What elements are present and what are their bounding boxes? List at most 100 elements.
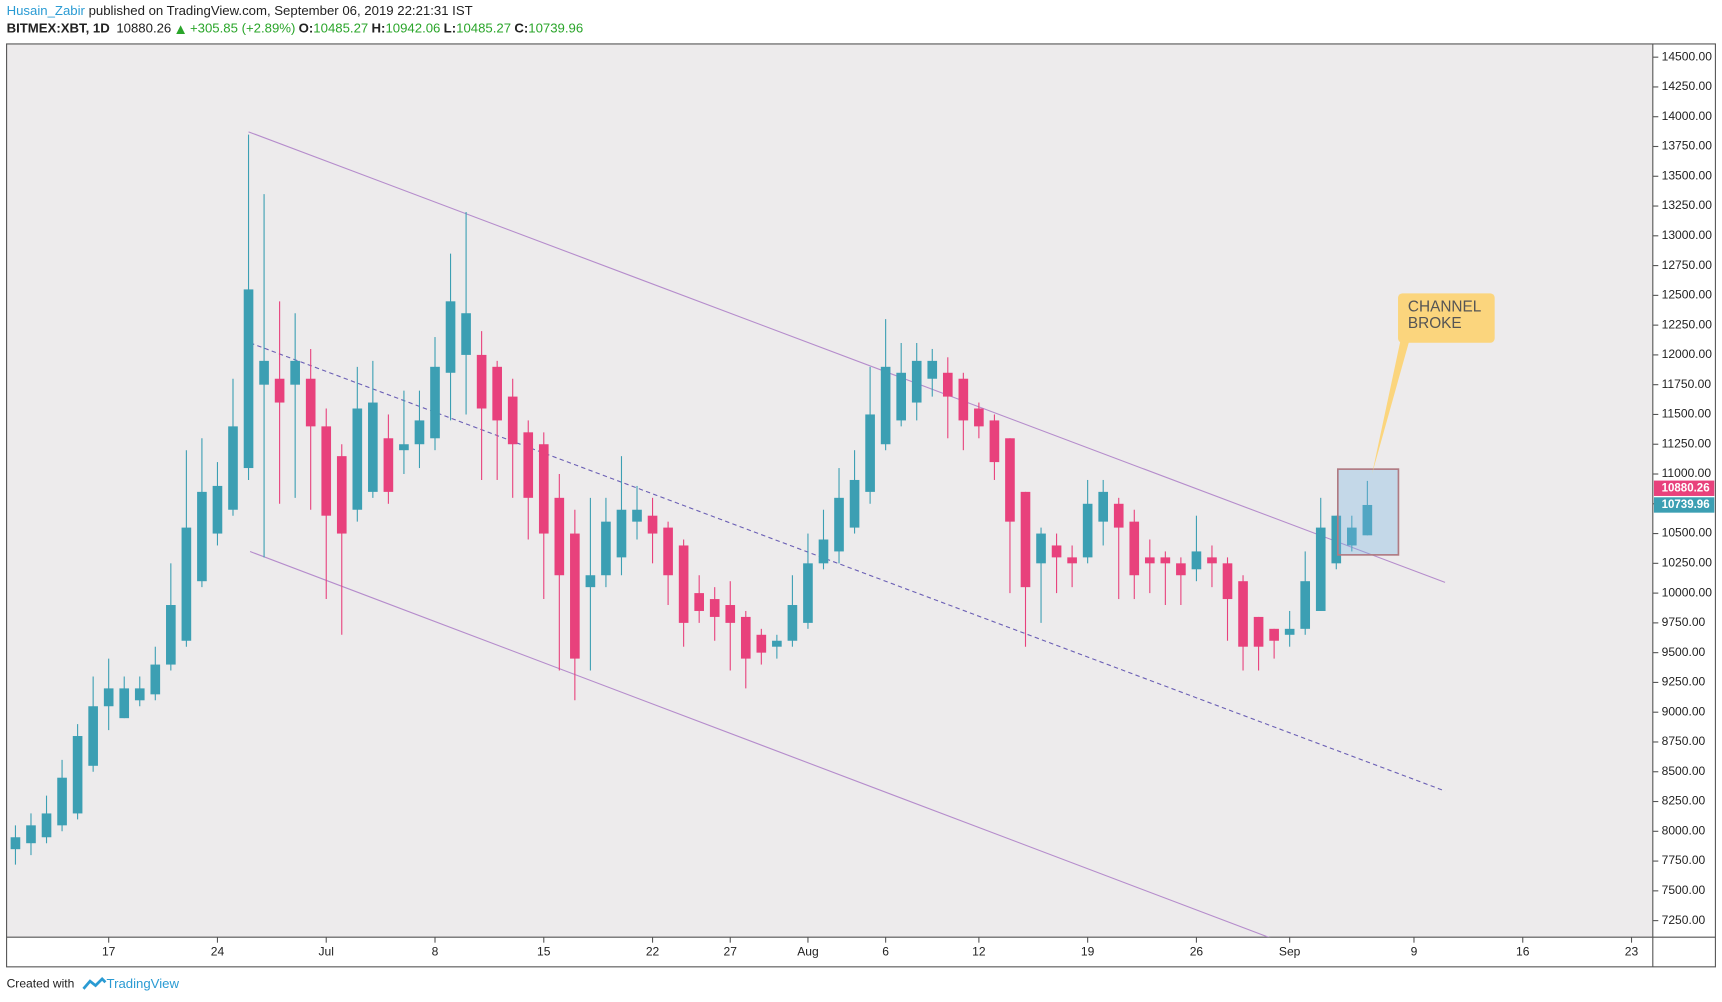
candle-body	[942, 372, 953, 397]
y-tick-label: 10000.00	[1662, 585, 1713, 599]
candle-body	[958, 378, 969, 421]
price: 10880.26	[116, 21, 171, 36]
y-tick-label: 14500.00	[1662, 49, 1713, 63]
candle-body	[1362, 504, 1373, 536]
candle-body	[1253, 616, 1264, 647]
author[interactable]: Husain_Zabir	[7, 4, 86, 19]
x-tick-label: 24	[211, 945, 225, 959]
candle-body	[181, 527, 192, 641]
candle-body	[1067, 557, 1077, 564]
x-tick-label: 27	[724, 945, 738, 959]
y-tick-label: 12250.00	[1662, 317, 1713, 331]
x-tick-label: 22	[646, 945, 660, 959]
highlight-box	[1337, 468, 1400, 556]
ohlc-label: C:	[514, 21, 528, 36]
candle-body	[1082, 503, 1093, 558]
ohlc-value: 10739.96	[528, 21, 583, 36]
callout-text: CHANNEL	[1408, 299, 1482, 316]
x-tick-label: Sep	[1279, 945, 1301, 959]
candle-body	[274, 378, 285, 403]
published: published on TradingView.com, September …	[85, 4, 473, 19]
candle-body	[1347, 527, 1357, 546]
y-tick-label: 8000.00	[1662, 823, 1706, 837]
candle-body	[632, 509, 642, 522]
x-tick-label: 15	[537, 945, 551, 959]
y-tick-label: 7250.00	[1662, 913, 1706, 927]
candle-body	[476, 354, 487, 409]
price-tag-label: 10739.96	[1662, 499, 1710, 511]
candle-body	[1238, 581, 1248, 647]
ohlc-value: 10942.06	[385, 21, 440, 36]
candle-body	[1051, 545, 1062, 558]
candle-body	[150, 664, 161, 695]
ohlc-label: H:	[372, 21, 386, 36]
header-line: Husain_Zabir published on TradingView.co…	[7, 4, 473, 19]
y-tick-label: 13000.00	[1662, 228, 1713, 242]
trend-line	[249, 551, 1271, 938]
y-tick-label: 14000.00	[1662, 109, 1713, 123]
candle-body	[1300, 581, 1311, 629]
candle-body	[849, 479, 860, 528]
candle-body	[134, 688, 145, 701]
candle-body	[197, 491, 207, 582]
trend-line	[248, 131, 1446, 583]
candle-body	[166, 605, 176, 665]
y-tick-label: 12750.00	[1662, 258, 1713, 272]
candle-body	[88, 706, 98, 766]
x-tick-label: Jul	[319, 945, 334, 959]
candle-body	[1191, 551, 1202, 570]
symbol-line: BITMEX:XBT, 1D 10880.26 +305.85 (+2.89%) O:…	[7, 21, 584, 36]
y-tick-label: 7750.00	[1662, 853, 1706, 867]
frame	[6, 43, 1716, 968]
x-tick-label: 8	[432, 945, 439, 959]
candle-body	[290, 360, 300, 385]
candle-body	[523, 432, 534, 498]
plot-area	[6, 43, 1653, 938]
footer-logo	[82, 976, 107, 990]
x-tick-label: Aug	[797, 945, 818, 959]
price-tag	[1653, 480, 1715, 496]
footer-brand[interactable]: TradingView	[107, 976, 180, 991]
candle-body	[1269, 628, 1279, 641]
y-tick-label: 9000.00	[1662, 704, 1706, 718]
change: +305.85 (+2.89%)	[190, 21, 295, 36]
x-tick-label: 9	[1411, 945, 1418, 959]
x-tick-label: 6	[882, 945, 889, 959]
trend-line	[249, 342, 1446, 792]
callout	[1398, 293, 1495, 343]
candle-body	[1005, 438, 1015, 522]
y-tick-label: 10500.00	[1662, 526, 1713, 540]
candle-body	[756, 634, 767, 653]
candle-body	[834, 497, 844, 552]
candle-body	[1036, 533, 1046, 564]
candle-body	[601, 521, 611, 576]
footer-text: Created with	[7, 977, 75, 991]
symbol: BITMEX:XBT, 1D	[7, 21, 110, 36]
y-tick-label: 8750.00	[1662, 734, 1706, 748]
candle-body	[1020, 491, 1031, 588]
y-tick-label: 7500.00	[1662, 883, 1706, 897]
y-tick-label: 12500.00	[1662, 288, 1713, 302]
candle-body	[570, 533, 580, 659]
candle-body	[492, 366, 502, 421]
candle-body	[461, 313, 471, 355]
candle-body	[787, 605, 798, 641]
candle-body	[663, 527, 673, 576]
price-tag-label: 10880.26	[1662, 482, 1710, 494]
candle-body	[1315, 527, 1326, 611]
candle-body	[725, 605, 736, 623]
candle-body	[678, 545, 689, 623]
y-tick-label: 14250.00	[1662, 79, 1713, 93]
logo-icon	[82, 976, 107, 990]
y-tick-label: 8250.00	[1662, 794, 1706, 808]
y-tick-label: 11250.00	[1662, 436, 1712, 450]
y-tick-label: 9250.00	[1662, 675, 1706, 689]
candle-body	[305, 378, 316, 427]
candle-body	[228, 426, 238, 510]
y-tick-label: 13500.00	[1662, 168, 1713, 182]
candle-body	[1284, 628, 1295, 635]
candle-body	[694, 593, 704, 611]
x-tick-label: 23	[1625, 945, 1639, 959]
